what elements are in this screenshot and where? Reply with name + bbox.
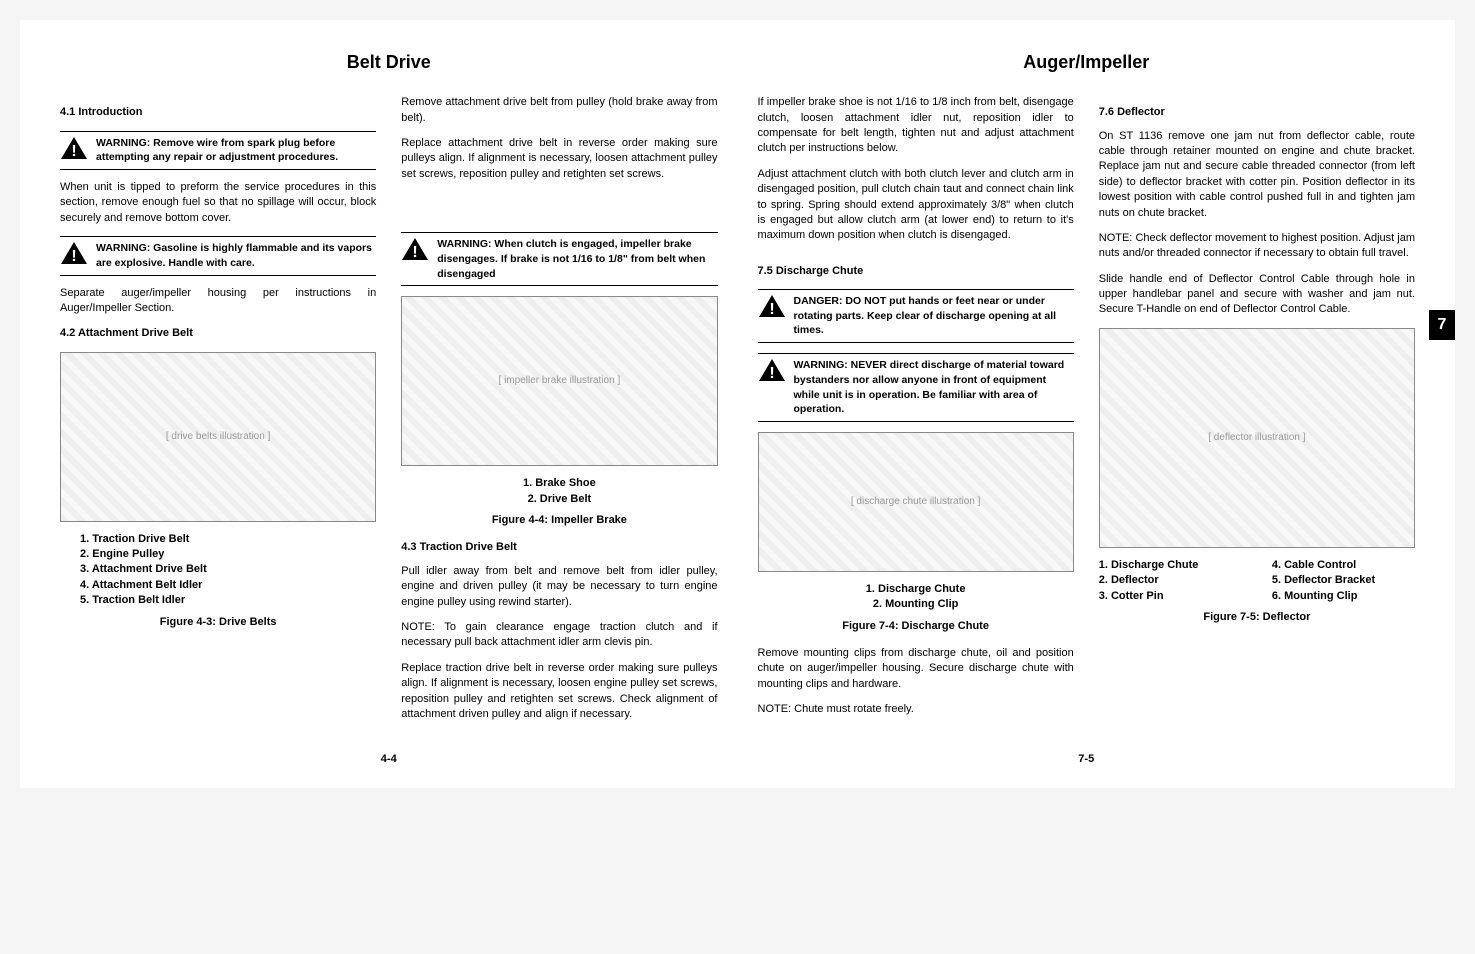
warning-icon: ! bbox=[758, 294, 786, 318]
warning-text: DANGER: DO NOT put hands or feet near or… bbox=[794, 294, 1074, 338]
warning-gasoline: ! WARNING: Gasoline is highly flammable … bbox=[60, 236, 376, 275]
legend-item: 5. Deflector Bracket bbox=[1272, 573, 1415, 588]
figure-4-4-image: [ impeller brake illustration ] bbox=[401, 296, 717, 466]
left-page: Belt Drive 4.1 Introduction ! WARNING: R… bbox=[60, 50, 718, 768]
left-col-1: 4.1 Introduction ! WARNING: Remove wire … bbox=[60, 95, 376, 732]
legend-item: 2. Mounting Clip bbox=[758, 597, 1074, 612]
legend-item: 2. Drive Belt bbox=[401, 492, 717, 507]
svg-text:!: ! bbox=[413, 244, 418, 261]
figure-7-5-legend: 1. Discharge Chute 2. Deflector 3. Cotte… bbox=[1099, 558, 1415, 604]
paragraph: When unit is tipped to preform the servi… bbox=[60, 180, 376, 226]
legend-item: 1. Traction Drive Belt bbox=[80, 532, 376, 547]
left-columns: 4.1 Introduction ! WARNING: Remove wire … bbox=[60, 95, 718, 732]
warning-discharge: ! WARNING: NEVER direct discharge of mat… bbox=[758, 353, 1074, 422]
legend-item: 4. Cable Control bbox=[1272, 558, 1415, 573]
svg-text:!: ! bbox=[769, 301, 774, 318]
section-7-6-head: 7.6 Deflector bbox=[1099, 105, 1415, 120]
warning-text: WARNING: Gasoline is highly flammable an… bbox=[96, 241, 376, 270]
warning-icon: ! bbox=[60, 136, 88, 160]
warning-text: WARNING: When clutch is engaged, impelle… bbox=[437, 237, 717, 281]
paragraph: NOTE: Check deflector movement to highes… bbox=[1099, 231, 1415, 262]
figure-7-4-legend: 1. Discharge Chute 2. Mounting Clip bbox=[758, 582, 1074, 613]
page-title-right: Auger/Impeller bbox=[758, 50, 1416, 75]
right-col-1: If impeller brake shoe is not 1/16 to 1/… bbox=[758, 95, 1074, 732]
left-col-2: Remove attachment drive belt from pulley… bbox=[401, 95, 717, 732]
right-page: 7 Auger/Impeller If impeller brake shoe … bbox=[758, 50, 1416, 768]
page-title-left: Belt Drive bbox=[60, 50, 718, 75]
figure-4-4-legend: 1. Brake Shoe 2. Drive Belt bbox=[401, 476, 717, 507]
paragraph: Replace attachment drive belt in reverse… bbox=[401, 136, 717, 182]
legend-item: 5. Traction Belt Idler bbox=[80, 593, 376, 608]
danger-hands-feet: ! DANGER: DO NOT put hands or feet near … bbox=[758, 289, 1074, 343]
legend-item: 1. Brake Shoe bbox=[401, 476, 717, 491]
paragraph: NOTE: Chute must rotate freely. bbox=[758, 702, 1074, 717]
paragraph: NOTE: To gain clearance engage traction … bbox=[401, 620, 717, 651]
paragraph: Remove mounting clips from discharge chu… bbox=[758, 646, 1074, 692]
paragraph: Slide handle end of Deflector Control Ca… bbox=[1099, 272, 1415, 318]
warning-spark-plug: ! WARNING: Remove wire from spark plug b… bbox=[60, 131, 376, 170]
section-4-2-head: 4.2 Attachment Drive Belt bbox=[60, 326, 376, 341]
section-4-3-head: 4.3 Traction Drive Belt bbox=[401, 540, 717, 555]
warning-impeller-brake: ! WARNING: When clutch is engaged, impel… bbox=[401, 232, 717, 286]
page-number-right: 7-5 bbox=[758, 752, 1416, 767]
warning-icon: ! bbox=[401, 237, 429, 261]
right-columns: If impeller brake shoe is not 1/16 to 1/… bbox=[758, 95, 1416, 732]
paragraph: Separate auger/impeller housing per inst… bbox=[60, 286, 376, 317]
warning-text: WARNING: Remove wire from spark plug bef… bbox=[96, 136, 376, 165]
figure-7-4-caption: Figure 7-4: Discharge Chute bbox=[758, 619, 1074, 634]
section-7-5-head: 7.5 Discharge Chute bbox=[758, 264, 1074, 279]
paragraph: Remove attachment drive belt from pulley… bbox=[401, 95, 717, 126]
page-number-left: 4-4 bbox=[60, 752, 718, 767]
page-spread: Belt Drive 4.1 Introduction ! WARNING: R… bbox=[20, 20, 1455, 788]
warning-icon: ! bbox=[60, 241, 88, 265]
figure-7-4-image: [ discharge chute illustration ] bbox=[758, 432, 1074, 572]
legend-item: 1. Discharge Chute bbox=[758, 582, 1074, 597]
paragraph: If impeller brake shoe is not 1/16 to 1/… bbox=[758, 95, 1074, 157]
section-4-1-head: 4.1 Introduction bbox=[60, 105, 376, 120]
figure-4-3-caption: Figure 4-3: Drive Belts bbox=[60, 615, 376, 630]
paragraph: Replace traction drive belt in reverse o… bbox=[401, 661, 717, 723]
legend-item: 3. Attachment Drive Belt bbox=[80, 562, 376, 577]
warning-icon: ! bbox=[758, 358, 786, 382]
figure-4-4-caption: Figure 4-4: Impeller Brake bbox=[401, 513, 717, 528]
svg-text:!: ! bbox=[71, 143, 76, 160]
legend-item: 1. Discharge Chute bbox=[1099, 558, 1242, 573]
right-col-2: 7.6 Deflector On ST 1136 remove one jam … bbox=[1099, 95, 1415, 732]
legend-item: 2. Deflector bbox=[1099, 573, 1242, 588]
legend-item: 2. Engine Pulley bbox=[80, 547, 376, 562]
warning-text: WARNING: NEVER direct discharge of mater… bbox=[794, 358, 1074, 417]
figure-4-3-legend: 1. Traction Drive Belt 2. Engine Pulley … bbox=[60, 532, 376, 609]
legend-item: 3. Cotter Pin bbox=[1099, 589, 1242, 604]
svg-text:!: ! bbox=[71, 248, 76, 265]
figure-7-5-image: [ deflector illustration ] bbox=[1099, 328, 1415, 548]
figure-7-5-caption: Figure 7-5: Deflector bbox=[1099, 610, 1415, 625]
svg-text:!: ! bbox=[769, 365, 774, 382]
legend-item: 6. Mounting Clip bbox=[1272, 589, 1415, 604]
legend-item: 4. Attachment Belt Idler bbox=[80, 578, 376, 593]
section-tab: 7 bbox=[1429, 310, 1455, 340]
paragraph: Adjust attachment clutch with both clutc… bbox=[758, 167, 1074, 244]
paragraph: Pull idler away from belt and remove bel… bbox=[401, 564, 717, 610]
figure-4-3-image: [ drive belts illustration ] bbox=[60, 352, 376, 522]
paragraph: On ST 1136 remove one jam nut from defle… bbox=[1099, 129, 1415, 221]
